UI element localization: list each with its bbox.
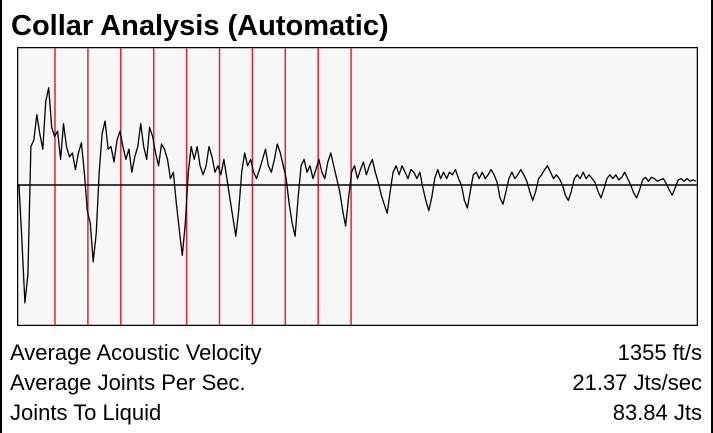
joints-to-liquid-label: Joints To Liquid — [10, 400, 162, 425]
panel-title: Collar Analysis (Automatic) — [11, 10, 389, 42]
acoustic-trace-plot — [17, 47, 698, 326]
plot-frame — [17, 47, 698, 326]
stat-row-average-joints-per-sec: Average Joints Per Sec. 21.37 Jts/sec — [10, 368, 702, 398]
acoustic-trace-line — [18, 87, 697, 304]
stat-row-average-acoustic-velocity: Average Acoustic Velocity 1355 ft/s — [10, 338, 702, 368]
average-joints-per-sec-value: 21.37 Jts/sec — [572, 370, 702, 395]
average-acoustic-velocity-value: 1355 ft/s — [617, 340, 702, 365]
average-acoustic-velocity-label: Average Acoustic Velocity — [10, 340, 262, 365]
acoustic-trace-svg — [17, 47, 698, 326]
stat-row-joints-to-liquid: Joints To Liquid 83.84 Jts — [10, 398, 702, 428]
joints-to-liquid-value: 83.84 Jts — [612, 400, 702, 425]
average-joints-per-sec-label: Average Joints Per Sec. — [10, 370, 246, 395]
